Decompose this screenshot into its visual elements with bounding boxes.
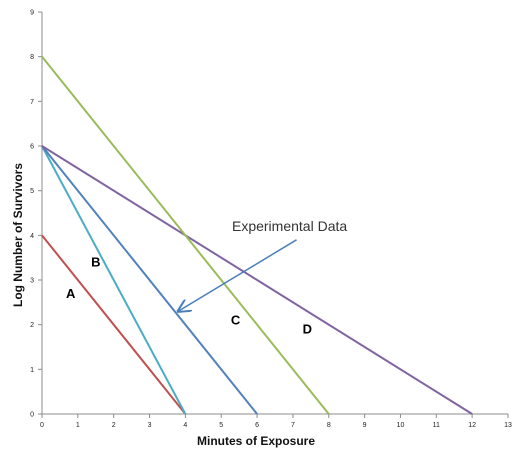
- x-tick-label: 7: [291, 422, 295, 429]
- series-label-b: B: [91, 255, 100, 270]
- x-tick-label: 10: [397, 422, 405, 429]
- annotation-arrow: [178, 239, 297, 311]
- y-tick-label: 6: [30, 144, 34, 151]
- y-tick-label: 8: [30, 54, 34, 61]
- annotation-label: Experimental Data: [232, 218, 347, 234]
- x-tick-label: 3: [148, 422, 152, 429]
- series-line-a: [41, 234, 187, 415]
- x-tick-label: 12: [468, 422, 476, 429]
- y-tick-label: 2: [30, 322, 34, 329]
- series-line-b: [41, 145, 187, 415]
- y-tick-label: 1: [30, 367, 34, 374]
- y-tick-label: 5: [30, 188, 34, 195]
- series-label-a: A: [66, 286, 76, 301]
- x-tick-label: 9: [363, 422, 367, 429]
- y-tick-label: 4: [30, 233, 34, 240]
- series-layer: A B C D: [41, 56, 473, 415]
- y-tick-label: 3: [30, 278, 34, 285]
- series-label-d: D: [303, 322, 312, 337]
- x-tick-label: 2: [112, 422, 116, 429]
- x-tick-label: 4: [183, 422, 187, 429]
- series-label-c: C: [231, 313, 241, 328]
- x-tick-label: 6: [255, 422, 259, 429]
- x-tick-label: 5: [219, 422, 223, 429]
- x-tick-label: 0: [40, 422, 44, 429]
- y-tick-label: 9: [30, 10, 34, 17]
- y-tick-label: 7: [30, 99, 34, 106]
- y-tick-label: 0: [30, 412, 34, 419]
- annotation-layer: Experimental Data: [178, 218, 347, 311]
- x-tick-label: 11: [433, 422, 440, 429]
- series-line-d: [41, 145, 473, 415]
- x-tick-label: 1: [76, 422, 80, 429]
- x-axis-title: Minutes of Exposure: [197, 434, 315, 448]
- x-tick-label: 8: [327, 422, 331, 429]
- x-tick-label: 13: [504, 422, 512, 429]
- series-line-c: [41, 145, 258, 415]
- series-line-unlabeled: [41, 56, 330, 415]
- y-axis-title: Log Number of Survivors: [11, 163, 25, 307]
